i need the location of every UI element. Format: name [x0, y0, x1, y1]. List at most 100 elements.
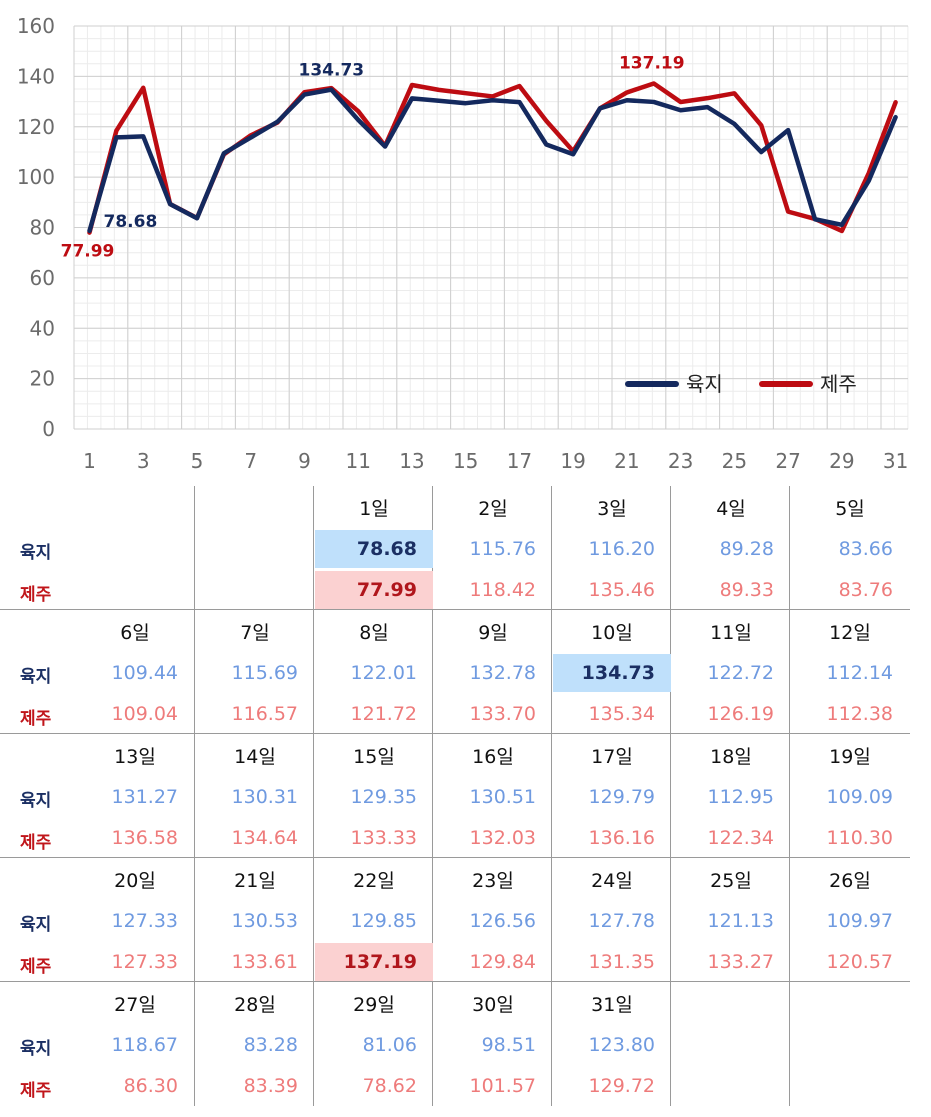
column-divider — [432, 486, 433, 1106]
land-value: 126.56 — [469, 910, 536, 932]
jeju-value: 133.61 — [231, 951, 298, 973]
y-tick-label: 120 — [17, 115, 55, 139]
jeju-value: 137.19 — [315, 943, 433, 981]
land-value: 109.97 — [826, 910, 893, 932]
jeju-value: 126.19 — [707, 703, 774, 725]
week-separator — [0, 733, 910, 734]
row-label-land: 육지 — [20, 543, 52, 563]
series-line-jeju — [87, 81, 898, 235]
series-line-land — [87, 87, 898, 234]
day-label: 29일 — [353, 994, 395, 1016]
jeju-value: 133.70 — [469, 703, 536, 725]
row-label-jeju: 제주 — [20, 957, 52, 977]
day-label: 27일 — [114, 994, 156, 1016]
day-label: 3일 — [597, 498, 627, 520]
jeju-value: 120.57 — [826, 951, 893, 973]
x-tick-label: 29 — [829, 449, 854, 473]
jeju-value: 129.72 — [588, 1075, 655, 1097]
land-value: 122.72 — [707, 662, 774, 684]
day-label: 1일 — [359, 498, 389, 520]
calendar-week: 육지 제주 13일 131.27 136.58 14일 130.31 134.64 15일 129… — [0, 734, 931, 858]
data-label: 134.73 — [299, 61, 365, 81]
daily-price-calendar: 육지 제주 1일 78.68 77.99 2일 115.76 118.42 3일 116.20 13… — [0, 486, 931, 1117]
day-label: 11일 — [710, 622, 752, 644]
jeju-value: 89.33 — [719, 579, 774, 601]
land-value: 118.67 — [111, 1034, 178, 1056]
y-tick-label: 80 — [30, 216, 55, 240]
column-divider — [670, 486, 671, 1106]
jeju-value: 83.39 — [243, 1075, 298, 1097]
land-value: 83.66 — [838, 538, 893, 560]
land-value: 130.51 — [469, 786, 536, 808]
jeju-value: 133.27 — [707, 951, 774, 973]
jeju-value: 132.03 — [469, 827, 536, 849]
land-value: 81.06 — [362, 1034, 417, 1056]
jeju-value: 129.84 — [469, 951, 536, 973]
x-tick-label: 13 — [399, 449, 424, 473]
land-value: 116.20 — [588, 538, 655, 560]
day-label: 10일 — [591, 622, 633, 644]
x-axis-ticks: 1 3 5 7 9 11 13 15 17 19 21 23 25 27 29 31 — [83, 449, 908, 473]
row-label-land: 육지 — [20, 915, 52, 935]
jeju-value: 121.72 — [350, 703, 417, 725]
jeju-value: 86.30 — [123, 1075, 178, 1097]
data-label: 137.19 — [619, 53, 685, 73]
land-value: 123.80 — [588, 1034, 655, 1056]
land-value: 130.31 — [231, 786, 298, 808]
jeju-value: 78.62 — [362, 1075, 417, 1097]
land-value: 112.14 — [826, 662, 893, 684]
week-separator — [0, 857, 910, 858]
day-label: 12일 — [829, 622, 871, 644]
jeju-value: 127.33 — [111, 951, 178, 973]
jeju-value: 135.46 — [588, 579, 655, 601]
land-value: 129.35 — [350, 786, 417, 808]
x-tick-label: 27 — [775, 449, 800, 473]
day-label: 7일 — [240, 622, 270, 644]
jeju-value: 110.30 — [826, 827, 893, 849]
jeju-value: 136.16 — [588, 827, 655, 849]
column-divider — [551, 486, 552, 1106]
x-tick-label: 17 — [507, 449, 532, 473]
y-tick-label: 160 — [17, 14, 55, 38]
calendar-week: 육지 제주 1일 78.68 77.99 2일 115.76 118.42 3일 116.20 13… — [0, 486, 931, 610]
x-tick-label: 15 — [453, 449, 478, 473]
day-label: 15일 — [353, 746, 395, 768]
day-label: 23일 — [472, 870, 514, 892]
x-tick-label: 21 — [614, 449, 639, 473]
x-tick-label: 7 — [244, 449, 257, 473]
day-label: 22일 — [353, 870, 395, 892]
day-label: 2일 — [478, 498, 508, 520]
land-value: 132.78 — [469, 662, 536, 684]
land-value: 109.44 — [111, 662, 178, 684]
day-label: 21일 — [234, 870, 276, 892]
land-value: 127.33 — [111, 910, 178, 932]
x-tick-label: 31 — [883, 449, 908, 473]
day-label: 19일 — [829, 746, 871, 768]
data-label: 77.99 — [61, 242, 115, 262]
y-tick-label: 140 — [17, 64, 55, 88]
y-tick-label: 0 — [42, 417, 55, 441]
day-label: 4일 — [716, 498, 746, 520]
row-label-jeju: 제주 — [20, 833, 52, 853]
week-separator — [0, 981, 910, 982]
land-value: 134.73 — [553, 654, 671, 692]
land-value: 89.28 — [719, 538, 774, 560]
row-label-jeju: 제주 — [20, 709, 52, 729]
land-value: 129.79 — [588, 786, 655, 808]
x-tick-label: 1 — [83, 449, 96, 473]
data-annotations: 78.68 77.99 134.73 137.19 — [61, 53, 685, 261]
x-tick-label: 23 — [668, 449, 693, 473]
day-label: 28일 — [234, 994, 276, 1016]
legend-label: 제주 — [820, 372, 857, 396]
row-label-land: 육지 — [20, 791, 52, 811]
y-tick-label: 60 — [30, 266, 55, 290]
major-grid — [73, 25, 908, 430]
row-label-land: 육지 — [20, 667, 52, 687]
y-tick-label: 20 — [30, 367, 55, 391]
jeju-value: 116.57 — [231, 703, 298, 725]
column-divider — [313, 486, 314, 1106]
jeju-value: 135.34 — [588, 703, 655, 725]
land-value: 129.85 — [350, 910, 417, 932]
land-value: 112.95 — [707, 786, 774, 808]
day-label: 31일 — [591, 994, 633, 1016]
